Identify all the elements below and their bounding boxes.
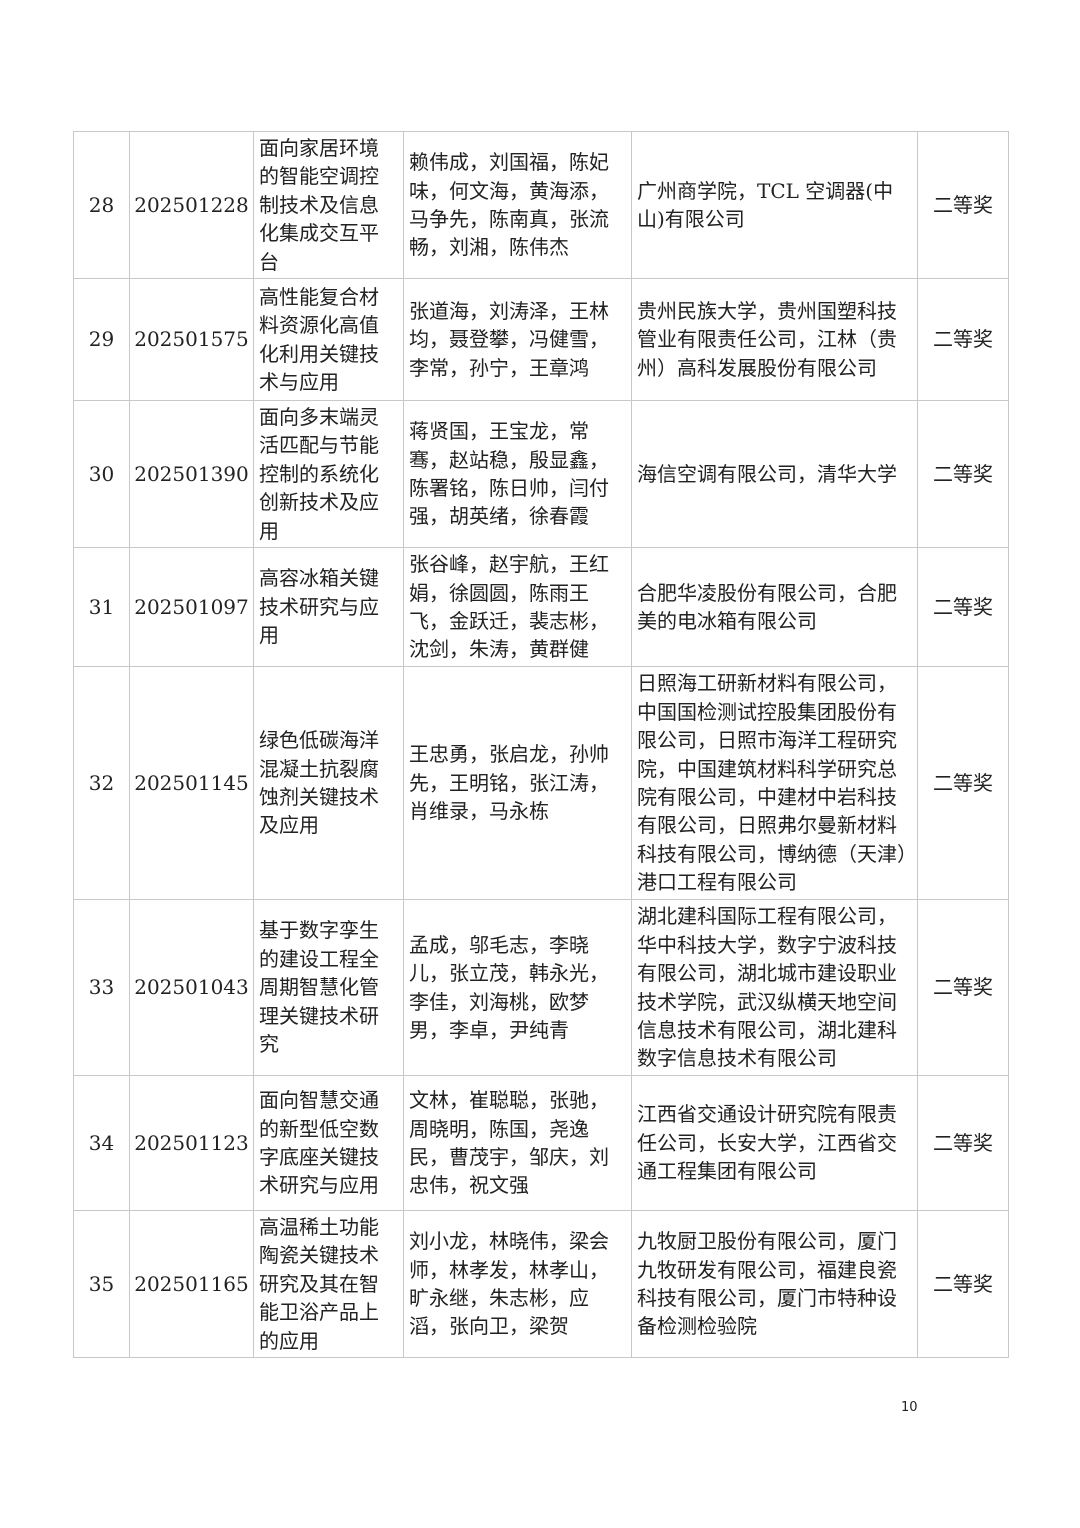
organizations: 广州商学院，TCL 空调器(中山)有限公司 <box>631 131 918 279</box>
project-title: 绿色低碳海洋混凝土抗裂腐蚀剂关键技术及应用 <box>253 666 404 900</box>
award-level: 二等奖 <box>917 400 1009 548</box>
table-row: 33 202501043 基于数字孪生的建设工程全周期智慧化管理关键技术研究 孟成，邬… <box>73 899 1009 1076</box>
team-members: 刘小龙，林晓伟，梁会师，林孝发，林孝山，旷永继，朱志彬，应滔，张向卫，梁贺 <box>403 1210 632 1358</box>
project-code: 202501145 <box>129 666 254 900</box>
organizations: 日照海工研新材料有限公司，中国国检测试控股集团股份有限公司，日照市海洋工程研究院… <box>631 666 918 900</box>
project-title: 面向家居环境的智能空调控制技术及信息化集成交互平台 <box>253 131 404 279</box>
table-row: 28 202501228 面向家居环境的智能空调控制技术及信息化集成交互平台 赖伟成，… <box>73 131 1009 279</box>
project-code: 202501390 <box>129 400 254 548</box>
organizations: 贵州民族大学，贵州国塑科技管业有限责任公司，江林（贵州）高科发展股份有限公司 <box>631 278 918 401</box>
table-row: 32 202501145 绿色低碳海洋混凝土抗裂腐蚀剂关键技术及应用 王忠勇，张启龙，… <box>73 666 1009 900</box>
organizations: 合肥华凌股份有限公司，合肥美的电冰箱有限公司 <box>631 547 918 667</box>
project-title: 面向智慧交通的新型低空数字底座关键技术研究与应用 <box>253 1075 404 1211</box>
project-title: 高容冰箱关键技术研究与应用 <box>253 547 404 667</box>
row-number: 30 <box>73 400 130 548</box>
award-level: 二等奖 <box>917 131 1009 279</box>
row-number: 31 <box>73 547 130 667</box>
table-row: 34 202501123 面向智慧交通的新型低空数字底座关键技术研究与应用 文林，崔聪… <box>73 1075 1009 1211</box>
project-code: 202501165 <box>129 1210 254 1358</box>
table-row: 35 202501165 高温稀土功能陶瓷关键技术研究及其在智能卫浴产品上的应用 刘小… <box>73 1210 1009 1358</box>
table-row: 30 202501390 面向多末端灵活匹配与节能控制的系统化创新技术及应用 蒋贤国，… <box>73 400 1009 548</box>
row-number: 29 <box>73 278 130 401</box>
award-level: 二等奖 <box>917 666 1009 900</box>
project-code: 202501097 <box>129 547 254 667</box>
organizations: 湖北建科国际工程有限公司，华中科技大学，数字宁波科技有限公司，湖北城市建设职业技… <box>631 899 918 1076</box>
award-level: 二等奖 <box>917 547 1009 667</box>
row-number: 35 <box>73 1210 130 1358</box>
table-row: 31 202501097 高容冰箱关键技术研究与应用 张谷峰，赵宇航，王红娟，徐圆圆，… <box>73 547 1009 667</box>
page-number: 10 <box>901 1400 918 1415</box>
project-code: 202501043 <box>129 899 254 1076</box>
project-title: 面向多末端灵活匹配与节能控制的系统化创新技术及应用 <box>253 400 404 548</box>
project-code: 202501123 <box>129 1075 254 1211</box>
award-level: 二等奖 <box>917 278 1009 401</box>
team-members: 张道海，刘涛泽，王林均，聂登攀，冯健雪，李常，孙宁，王章鸿 <box>403 278 632 401</box>
row-number: 32 <box>73 666 130 900</box>
project-title: 高性能复合材料资源化高值化利用关键技术与应用 <box>253 278 404 401</box>
project-title: 基于数字孪生的建设工程全周期智慧化管理关键技术研究 <box>253 899 404 1076</box>
team-members: 蒋贤国，王宝龙，常骞，赵站稳，殷显鑫，陈署铭，陈日帅，闫付强，胡英绪，徐春霞 <box>403 400 632 548</box>
project-title: 高温稀土功能陶瓷关键技术研究及其在智能卫浴产品上的应用 <box>253 1210 404 1358</box>
organizations: 九牧厨卫股份有限公司，厦门九牧研发有限公司，福建良瓷科技有限公司，厦门市特种设备… <box>631 1210 918 1358</box>
team-members: 孟成，邬毛志，李晓儿，张立茂，韩永光，李佳，刘海桃，欧梦男，李卓，尹纯青 <box>403 899 632 1076</box>
row-number: 28 <box>73 131 130 279</box>
team-members: 王忠勇，张启龙，孙帅先，王明铭，张江涛，肖维录，马永栋 <box>403 666 632 900</box>
organizations: 江西省交通设计研究院有限责任公司，长安大学，江西省交通工程集团有限公司 <box>631 1075 918 1211</box>
team-members: 张谷峰，赵宇航，王红娟，徐圆圆，陈雨王飞，金跃迁，裴志彬，沈剑，朱涛，黄群健 <box>403 547 632 667</box>
award-level: 二等奖 <box>917 1075 1009 1211</box>
row-number: 33 <box>73 899 130 1076</box>
project-code: 202501228 <box>129 131 254 279</box>
award-level: 二等奖 <box>917 899 1009 1076</box>
team-members: 文林，崔聪聪，张驰，周晓明，陈国，尧逸民，曹茂宇，邹庆，刘忠伟，祝文强 <box>403 1075 632 1211</box>
table-row: 29 202501575 高性能复合材料资源化高值化利用关键技术与应用 张道海，刘涛泽… <box>73 278 1009 401</box>
team-members: 赖伟成，刘国福，陈妃味，何文海，黄海添，马争先，陈南真，张流畅，刘湘，陈伟杰 <box>403 131 632 279</box>
project-code: 202501575 <box>129 278 254 401</box>
organizations: 海信空调有限公司，清华大学 <box>631 400 918 548</box>
award-level: 二等奖 <box>917 1210 1009 1358</box>
awards-table: 28 202501228 面向家居环境的智能空调控制技术及信息化集成交互平台 赖伟成，… <box>73 131 1009 1358</box>
row-number: 34 <box>73 1075 130 1211</box>
